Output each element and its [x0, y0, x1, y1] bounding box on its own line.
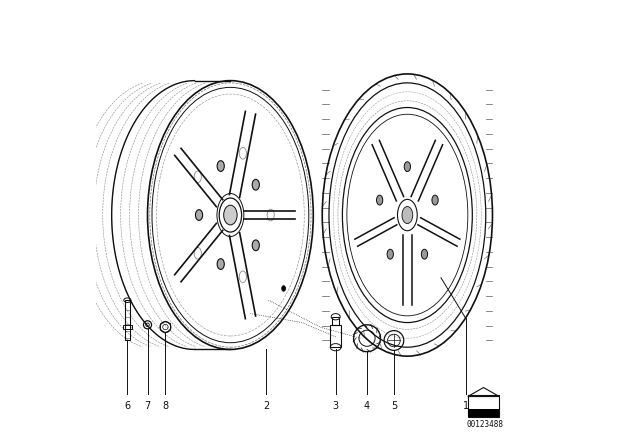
- Ellipse shape: [421, 249, 428, 259]
- Text: 5: 5: [391, 401, 397, 411]
- Bar: [123, 325, 132, 329]
- Ellipse shape: [432, 195, 438, 205]
- Ellipse shape: [224, 205, 237, 225]
- Bar: [125, 300, 130, 340]
- Bar: [468, 409, 499, 417]
- Text: 00123488: 00123488: [467, 420, 504, 429]
- Ellipse shape: [195, 210, 203, 220]
- Ellipse shape: [252, 240, 259, 251]
- Ellipse shape: [404, 162, 410, 172]
- Ellipse shape: [402, 207, 413, 224]
- Ellipse shape: [282, 286, 285, 291]
- Ellipse shape: [217, 161, 224, 172]
- Text: 1: 1: [463, 401, 468, 411]
- Ellipse shape: [217, 258, 224, 269]
- Text: 4: 4: [364, 401, 370, 411]
- Text: 6: 6: [124, 401, 131, 411]
- Ellipse shape: [376, 195, 383, 205]
- Text: 8: 8: [163, 401, 168, 411]
- Ellipse shape: [252, 179, 259, 190]
- Ellipse shape: [387, 249, 394, 259]
- Bar: [332, 317, 339, 325]
- Text: 3: 3: [333, 401, 339, 411]
- Bar: [330, 325, 341, 347]
- Polygon shape: [468, 388, 499, 396]
- Text: 2: 2: [263, 401, 269, 411]
- Text: 7: 7: [145, 401, 150, 411]
- Bar: [468, 396, 499, 417]
